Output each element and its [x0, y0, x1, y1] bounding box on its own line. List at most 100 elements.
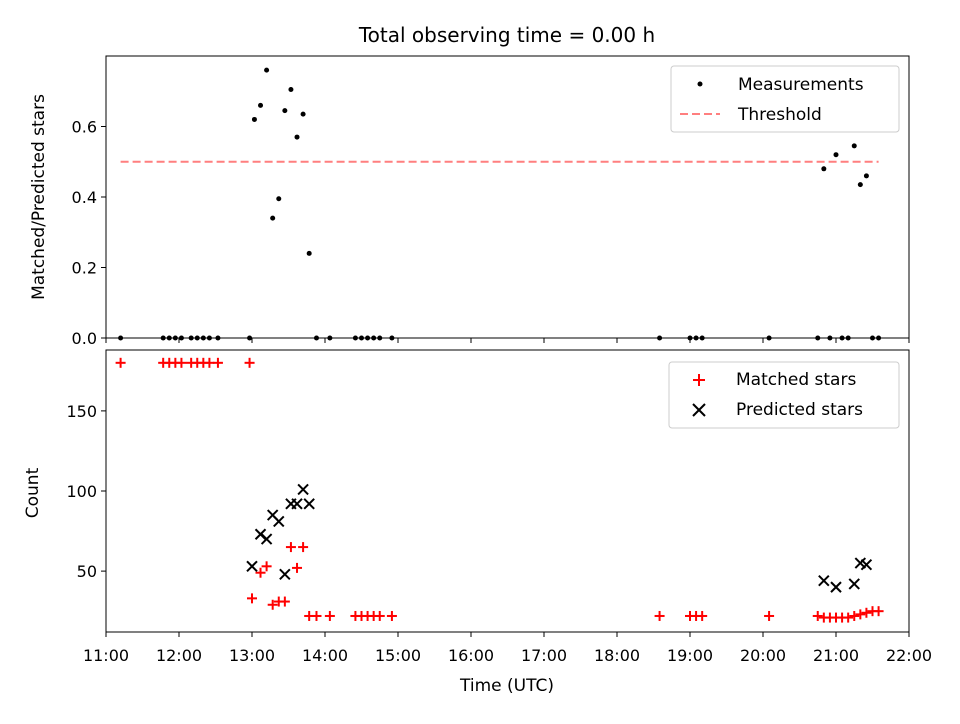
- matched-stars-point: [285, 542, 296, 553]
- matched-stars-point: [279, 596, 290, 607]
- measurement-point: [657, 335, 663, 341]
- measurement-point: [693, 335, 699, 341]
- predicted-stars-point: [860, 558, 873, 571]
- measurement-point: [389, 335, 395, 341]
- top-ytick-label: 0.4: [72, 188, 97, 207]
- predicted-stars-point: [830, 581, 842, 593]
- matched-stars-point: [204, 357, 215, 368]
- predicted-stars-point: [818, 575, 830, 587]
- x-tick-label: 22:00: [886, 646, 932, 665]
- measurement-point: [215, 335, 221, 341]
- matched-stars-point: [386, 610, 397, 621]
- predicted-stars-point: [291, 498, 303, 510]
- measurement-point: [687, 335, 693, 341]
- matched-stars-point: [261, 561, 272, 572]
- predicted-stars-point: [279, 568, 291, 581]
- bottom-legend-box: [668, 361, 900, 429]
- x-tick-label: 15:00: [375, 646, 421, 665]
- matched-stars-point: [812, 610, 823, 621]
- measurement-point: [118, 335, 124, 341]
- measurement-point: [365, 335, 371, 341]
- x-tick-label: 18:00: [594, 646, 640, 665]
- measurement-point: [766, 335, 772, 341]
- top-y-axis: 0.0 0.2 0.4 0.6: [72, 118, 106, 348]
- measurement-point: [857, 182, 863, 188]
- bottom-legend: Matched stars Predicted stars: [668, 361, 900, 429]
- measurement-point: [294, 134, 300, 140]
- matched-stars-point: [267, 599, 278, 610]
- legend-label-measurements: Measurements: [738, 75, 864, 95]
- x-tick-label: 13:00: [229, 646, 275, 665]
- predicted-stars-point: [246, 560, 258, 573]
- measurement-point: [306, 250, 312, 256]
- top-legend-box: [670, 65, 900, 133]
- legend-label-predicted: Predicted stars: [736, 400, 863, 420]
- bottom-ytick-label: 150: [66, 402, 97, 421]
- x-tick-label: 14:00: [302, 646, 348, 665]
- predicted-stars-point: [273, 515, 285, 528]
- x-tick-label: 20:00: [740, 646, 786, 665]
- bottom-y-axis: 50 100 150: [66, 402, 106, 581]
- matched-stars-point: [654, 610, 665, 621]
- measurement-point: [300, 111, 306, 117]
- measurement-point: [815, 335, 821, 341]
- x-tick-label: 11:00: [83, 646, 129, 665]
- top-ytick-label: 0.0: [72, 329, 97, 348]
- matched-stars-point: [843, 612, 854, 623]
- matched-stars-point: [212, 357, 223, 368]
- legend-label-matched: Matched stars: [736, 370, 856, 390]
- measurement-point: [188, 335, 194, 341]
- x-tick-label: 12:00: [156, 646, 202, 665]
- predicted-stars-point: [303, 498, 315, 510]
- bottom-x-axis: 11:00 12:00 13:00 14:00 15:00 16:00 17:00 18:00…: [83, 632, 932, 665]
- bottom-ytick-label: 100: [66, 482, 97, 501]
- top-legend: Measurements Threshold: [670, 65, 900, 133]
- x-tick-label: 17:00: [521, 646, 567, 665]
- measurement-point: [160, 335, 166, 341]
- measurement-point: [200, 335, 206, 341]
- measurement-point: [870, 335, 875, 341]
- measurement-point: [377, 335, 383, 341]
- matched-stars-point: [873, 606, 884, 617]
- measurement-point: [282, 108, 288, 114]
- measurement-point: [863, 173, 869, 179]
- measurement-point: [821, 166, 827, 172]
- matched-stars-point: [849, 610, 860, 621]
- chart-title: Total observing time = 0.00 h: [358, 23, 655, 47]
- legend-marker-predicted: [692, 403, 706, 417]
- measurement-point: [264, 67, 270, 73]
- legend-marker-measurements: [697, 81, 703, 87]
- matched-stars-point: [244, 357, 255, 368]
- predicted-stars-point: [297, 483, 309, 496]
- measurement-point: [172, 335, 178, 341]
- top-panel: Total observing time = 0.00 h Matched/Pr…: [29, 23, 910, 348]
- measurement-point: [276, 196, 282, 202]
- predicted-stars-point: [260, 533, 273, 545]
- matched-stars-point: [861, 607, 872, 618]
- matched-stars-point: [374, 610, 385, 621]
- x-tick-label: 19:00: [667, 646, 713, 665]
- top-x-axis: [105, 338, 910, 343]
- matched-stars-point: [176, 357, 187, 368]
- x-tick-label: 21:00: [813, 646, 859, 665]
- matched-stars-point: [298, 542, 309, 553]
- top-plot-area: [118, 67, 882, 341]
- measurement-point: [699, 335, 705, 341]
- measurement-point: [288, 86, 294, 92]
- measurement-point: [251, 116, 257, 122]
- bottom-plot-area: [115, 357, 884, 623]
- x-tick-label: 16:00: [448, 646, 494, 665]
- measurement-point: [313, 335, 319, 341]
- top-ytick-label: 0.2: [72, 259, 97, 278]
- matched-stars-point: [247, 593, 257, 604]
- matched-stars-point: [855, 609, 866, 620]
- measurement-point: [166, 335, 172, 341]
- top-ytick-label: 0.6: [72, 118, 97, 137]
- measurement-point: [178, 335, 184, 341]
- measurement-point: [827, 335, 833, 341]
- top-ylabel: Matched/Predicted stars: [29, 94, 49, 300]
- legend-label-threshold: Threshold: [737, 105, 822, 125]
- legend-marker-matched: [693, 374, 705, 386]
- measurement-point: [352, 335, 358, 341]
